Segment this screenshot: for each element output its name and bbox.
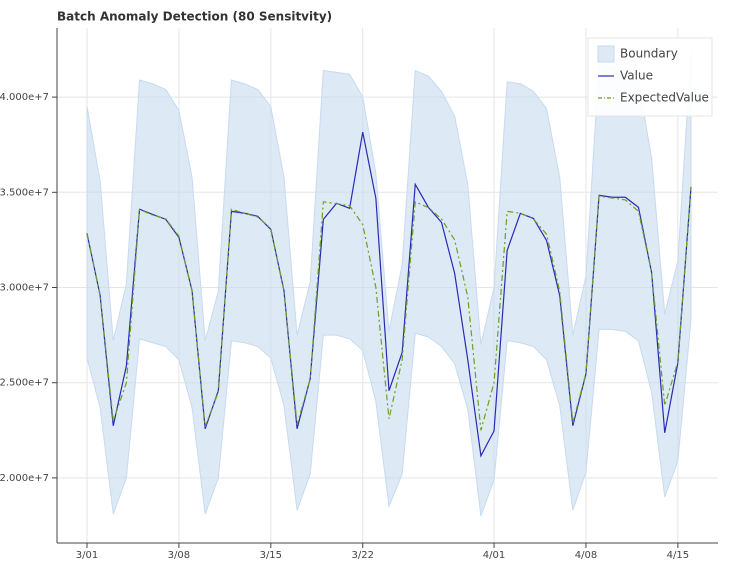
y-tick-label: 3.500e+7	[0, 187, 49, 198]
y-tick-label: 2.000e+7	[0, 473, 49, 484]
x-tick-label: 3/01	[76, 550, 98, 561]
x-tick-label: 4/01	[483, 550, 505, 561]
x-tick-label: 3/15	[260, 550, 282, 561]
boundary-band	[86, 51, 692, 517]
legend-label: ExpectedValue	[620, 91, 709, 105]
legend-swatch	[597, 45, 615, 63]
x-tick-label: 3/08	[168, 550, 190, 561]
y-tick-label: 3.000e+7	[0, 282, 49, 293]
x-tick-label: 4/15	[667, 550, 689, 561]
y-tick-label: 2.500e+7	[0, 378, 49, 389]
series-line	[86, 186, 692, 431]
legend-label: Value	[620, 69, 653, 83]
legend-label: Boundary	[620, 47, 678, 61]
x-tick-label: 3/22	[352, 550, 374, 561]
chart-title: Batch Anomaly Detection (80 Sensitvity)	[57, 10, 332, 24]
x-tick-label: 4/08	[575, 550, 597, 561]
y-tick-label: 4.000e+7	[0, 92, 49, 103]
